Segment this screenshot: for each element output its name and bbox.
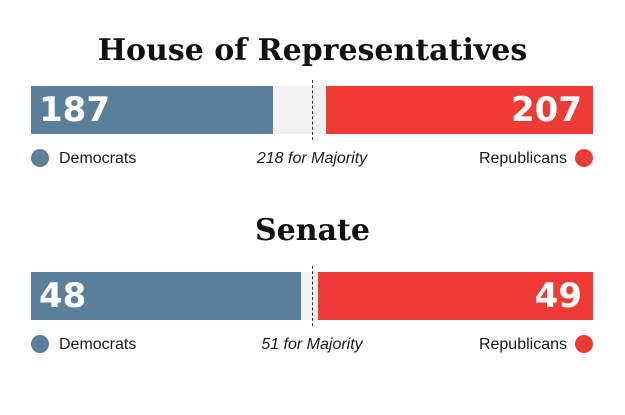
senate-legend-republicans-label: Republicans (478, 336, 567, 353)
house-democrats-bar: 187 (31, 86, 273, 134)
senate-majority-label: 51 for Majority (261, 336, 363, 353)
senate-democrats-bar: 48 (31, 272, 301, 320)
democrats-dot-icon (31, 148, 49, 167)
house-democrats-seats: 187 (39, 90, 110, 130)
house-legend-democrats: Democrats (31, 148, 136, 170)
house-majority-line (312, 80, 313, 140)
senate-legend-republicans: Republicans (479, 334, 593, 356)
house-legend-republicans: Republicans (479, 148, 593, 170)
house-title: House of Representatives (97, 33, 528, 68)
democrats-dot-icon (31, 334, 49, 353)
senate-legend-democrats: Democrats (31, 334, 136, 356)
senate-bar-track: 48 49 (31, 266, 593, 326)
house-legend-democrats-label: Democrats (59, 150, 137, 167)
senate-democrats-seats: 48 (39, 276, 87, 316)
house-legend: Democrats 218 for Majority Republicans (31, 148, 593, 170)
house-republicans-seats: 207 (511, 90, 582, 130)
house-majority-label: 218 for Majority (256, 150, 368, 167)
senate-title: Senate (255, 213, 370, 248)
republicans-dot-icon (575, 334, 593, 353)
republicans-dot-icon (575, 148, 593, 167)
house-legend-republicans-label: Republicans (478, 150, 567, 167)
senate-legend-democrats-label: Democrats (59, 336, 137, 353)
senate-legend: Democrats 51 for Majority Republicans (31, 334, 593, 356)
senate-majority-line (312, 266, 313, 326)
senate-republicans-bar: 49 (317, 272, 593, 320)
house-republicans-bar: 207 (325, 86, 593, 134)
senate-republicans-seats: 49 (534, 276, 582, 316)
house-bar-track: 187 207 (31, 80, 593, 140)
